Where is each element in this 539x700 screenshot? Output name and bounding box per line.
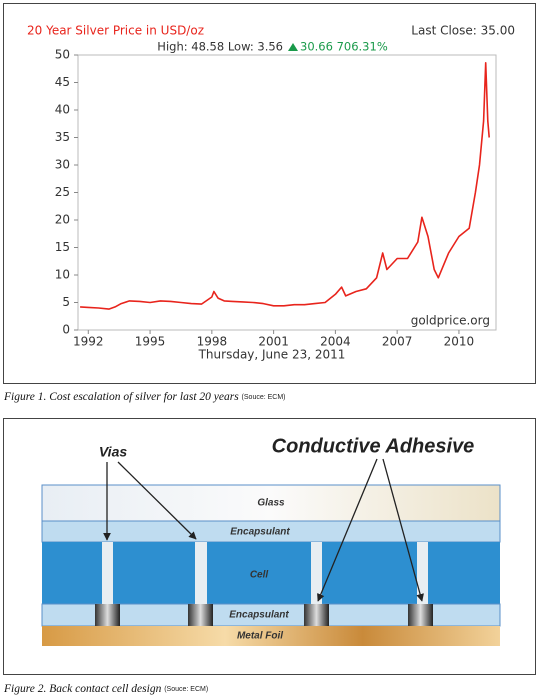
arrows (103, 458, 424, 602)
y-tick-label: 25 (55, 185, 70, 199)
chart: 0 5 10 15 20 25 30 35 40 45 50 1992 1995 1998 2001 2004… (55, 48, 490, 349)
layer-label: Cell (250, 570, 269, 581)
arrow (117, 461, 197, 540)
arrow (382, 458, 424, 602)
layer-label: Encapsulant (230, 527, 290, 538)
y-tick-label: 0 (62, 323, 70, 337)
via (417, 542, 428, 604)
x-tick-label: 2007 (382, 335, 413, 349)
y-tick-label: 45 (55, 75, 70, 89)
via (102, 542, 113, 604)
adhesive (408, 604, 433, 626)
high-low: High: 48.58 Low: 3.56 (157, 40, 283, 54)
price-line (80, 62, 490, 310)
caption: Figure 2. Back contact cell design (Souc… (3, 683, 208, 695)
y-tick-label: 5 (62, 295, 70, 309)
adhesive (95, 604, 120, 626)
adhesive (304, 604, 329, 626)
vias (102, 542, 428, 604)
date: Thursday, June 23, 2011 (198, 348, 346, 362)
via (195, 542, 207, 604)
last-close: Last Close: 35.00 (411, 24, 515, 38)
vias-label: Vias (99, 444, 127, 460)
x-tick-label: 2004 (320, 335, 351, 349)
layer-label: Glass (257, 498, 285, 509)
layer-label: Metal Foil (237, 631, 283, 642)
layer-label: Encapsulant (229, 610, 289, 621)
watermark: goldprice.org (411, 314, 490, 328)
y-tick-label: 10 (55, 268, 70, 282)
caption-source: (Souce: ECM) (164, 686, 208, 693)
adhesive (188, 604, 213, 626)
x-tick-label: 1995 (135, 335, 166, 349)
caption: Figure 1. Cost escalation of silver for … (3, 391, 286, 403)
via (311, 542, 322, 604)
plot-area (77, 54, 497, 331)
y-tick-label: 30 (55, 158, 70, 172)
y-tick-label: 50 (55, 48, 70, 62)
y-tick-label: 20 (55, 213, 70, 227)
caption-text: Figure 2. Back contact cell design (3, 683, 162, 695)
adhesive-label: Conductive Adhesive (272, 435, 475, 457)
chart-title: 20 Year Silver Price in USD/oz (27, 24, 204, 38)
x-tick-label: 2001 (258, 335, 289, 349)
caption-source: (Souce: ECM) (242, 394, 286, 401)
adhesive-dots (95, 604, 433, 626)
x-tick-label: 1998 (197, 335, 228, 349)
caption-text: Figure 1. Cost escalation of silver for … (3, 391, 239, 403)
y-tick-label: 35 (55, 130, 70, 144)
up-arrow (288, 43, 298, 51)
y-tick-label: 40 (55, 103, 70, 117)
x-tick-label: 2010 (444, 335, 475, 349)
change: 30.66 706.31% (300, 40, 388, 54)
foil-layer (42, 626, 500, 646)
arrow (317, 458, 378, 602)
y-tick-label: 15 (55, 240, 70, 254)
x-tick-label: 1992 (73, 335, 104, 349)
